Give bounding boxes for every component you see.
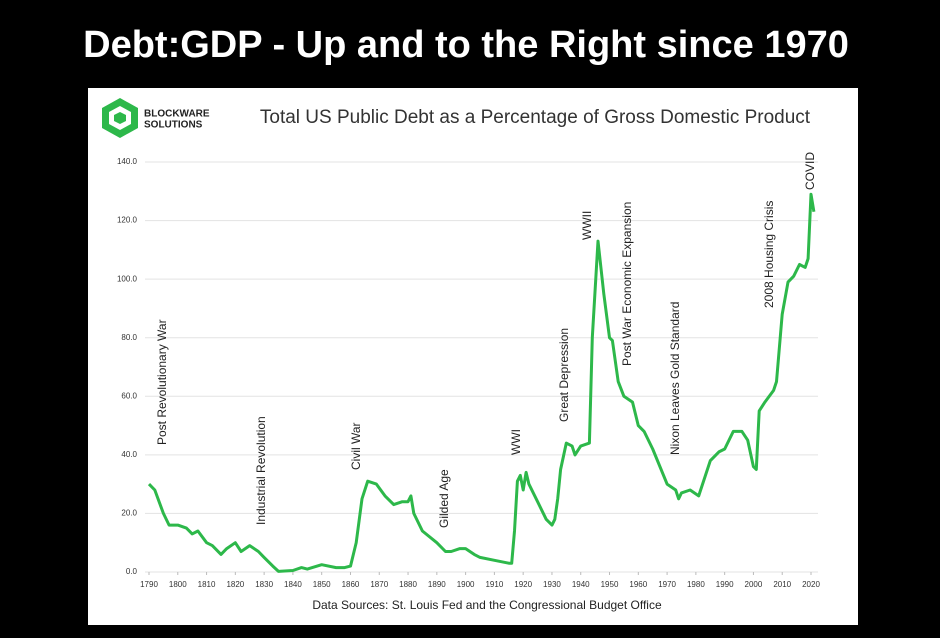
x-tick-label: 1800 [169, 580, 187, 589]
x-tick-label: 1910 [485, 580, 503, 589]
x-tick-label: 1920 [514, 580, 532, 589]
x-tick-label: 1980 [687, 580, 705, 589]
x-tick-label: 1900 [457, 580, 475, 589]
annotation: COVID [803, 152, 817, 190]
x-tick-label: 2000 [745, 580, 763, 589]
annotation: Post Revolutionary War [155, 319, 169, 445]
x-tick-label: 1950 [601, 580, 619, 589]
x-tick-label: 1820 [226, 580, 244, 589]
annotation: Industrial Revolution [254, 416, 268, 525]
x-tick-label: 1890 [428, 580, 446, 589]
logo-icon-core [114, 112, 126, 124]
x-tick-label: 2020 [802, 580, 820, 589]
logo-text: BLOCKWARE [144, 109, 210, 120]
annotation: Nixon Leaves Gold Standard [668, 302, 682, 455]
x-tick-label: 1990 [716, 580, 734, 589]
x-tick-label: 1930 [543, 580, 561, 589]
logo: BLOCKWARE SOLUTIONS [102, 98, 210, 138]
annotation: Civil War [349, 422, 363, 470]
y-tick-label: 140.0 [117, 157, 138, 166]
y-tick-label: 60.0 [121, 391, 137, 400]
y-tick-label: 100.0 [117, 274, 138, 283]
chart-title: Total US Public Debt as a Percentage of … [260, 107, 811, 128]
source-note: Data Sources: St. Louis Fed and the Cong… [312, 598, 662, 612]
annotation: Post War Economic Expansion [620, 202, 634, 366]
chart-panel [88, 88, 858, 625]
annotation: WWII [580, 211, 594, 240]
x-tick-label: 1860 [342, 580, 360, 589]
annotation: Great Depression [557, 328, 571, 422]
y-tick-label: 40.0 [121, 450, 137, 459]
x-tick-label: 1870 [370, 580, 388, 589]
annotation: WWI [509, 429, 523, 455]
x-tick-label: 1880 [399, 580, 417, 589]
x-tick-label: 1840 [284, 580, 302, 589]
y-tick-label: 20.0 [121, 509, 137, 518]
x-tick-label: 1940 [572, 580, 590, 589]
x-tick-label: 1850 [313, 580, 331, 589]
x-tick-label: 2010 [773, 580, 791, 589]
logo-text: SOLUTIONS [144, 120, 203, 131]
x-tick-label: 1810 [198, 580, 216, 589]
y-tick-label: 80.0 [121, 333, 137, 342]
x-tick-label: 1790 [140, 580, 158, 589]
y-tick-label: 120.0 [117, 216, 138, 225]
annotation: Gilded Age [437, 469, 451, 528]
slide-title: Debt:GDP - Up and to the Right since 197… [83, 24, 849, 66]
x-tick-label: 1970 [658, 580, 676, 589]
debt-line [147, 192, 816, 573]
annotation: 2008 Housing Crisis [762, 201, 776, 308]
x-tick-label: 1830 [255, 580, 273, 589]
y-tick-label: 0.0 [126, 567, 138, 576]
x-tick-label: 1960 [629, 580, 647, 589]
